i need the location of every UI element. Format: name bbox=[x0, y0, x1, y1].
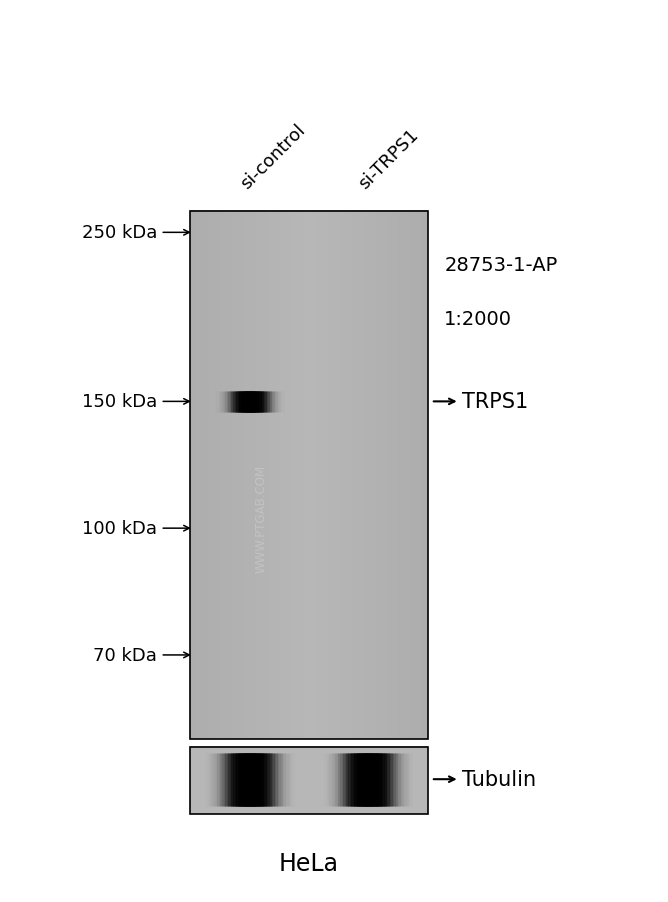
Text: 100 kDa: 100 kDa bbox=[82, 520, 157, 538]
Text: HeLa: HeLa bbox=[279, 851, 339, 875]
Bar bbox=[190, 747, 428, 815]
Text: 150 kDa: 150 kDa bbox=[81, 393, 157, 411]
Text: si-TRPS1: si-TRPS1 bbox=[355, 125, 422, 192]
Text: 250 kDa: 250 kDa bbox=[81, 224, 157, 242]
Text: 28753-1-AP: 28753-1-AP bbox=[444, 255, 558, 274]
Bar bbox=[190, 212, 428, 740]
Text: 70 kDa: 70 kDa bbox=[93, 646, 157, 664]
Text: TRPS1: TRPS1 bbox=[462, 392, 528, 412]
Text: WWW.PTGAB.COM: WWW.PTGAB.COM bbox=[255, 464, 268, 572]
Text: Tubulin: Tubulin bbox=[462, 769, 536, 789]
Text: si-control: si-control bbox=[237, 121, 309, 192]
Text: 1:2000: 1:2000 bbox=[444, 309, 512, 328]
